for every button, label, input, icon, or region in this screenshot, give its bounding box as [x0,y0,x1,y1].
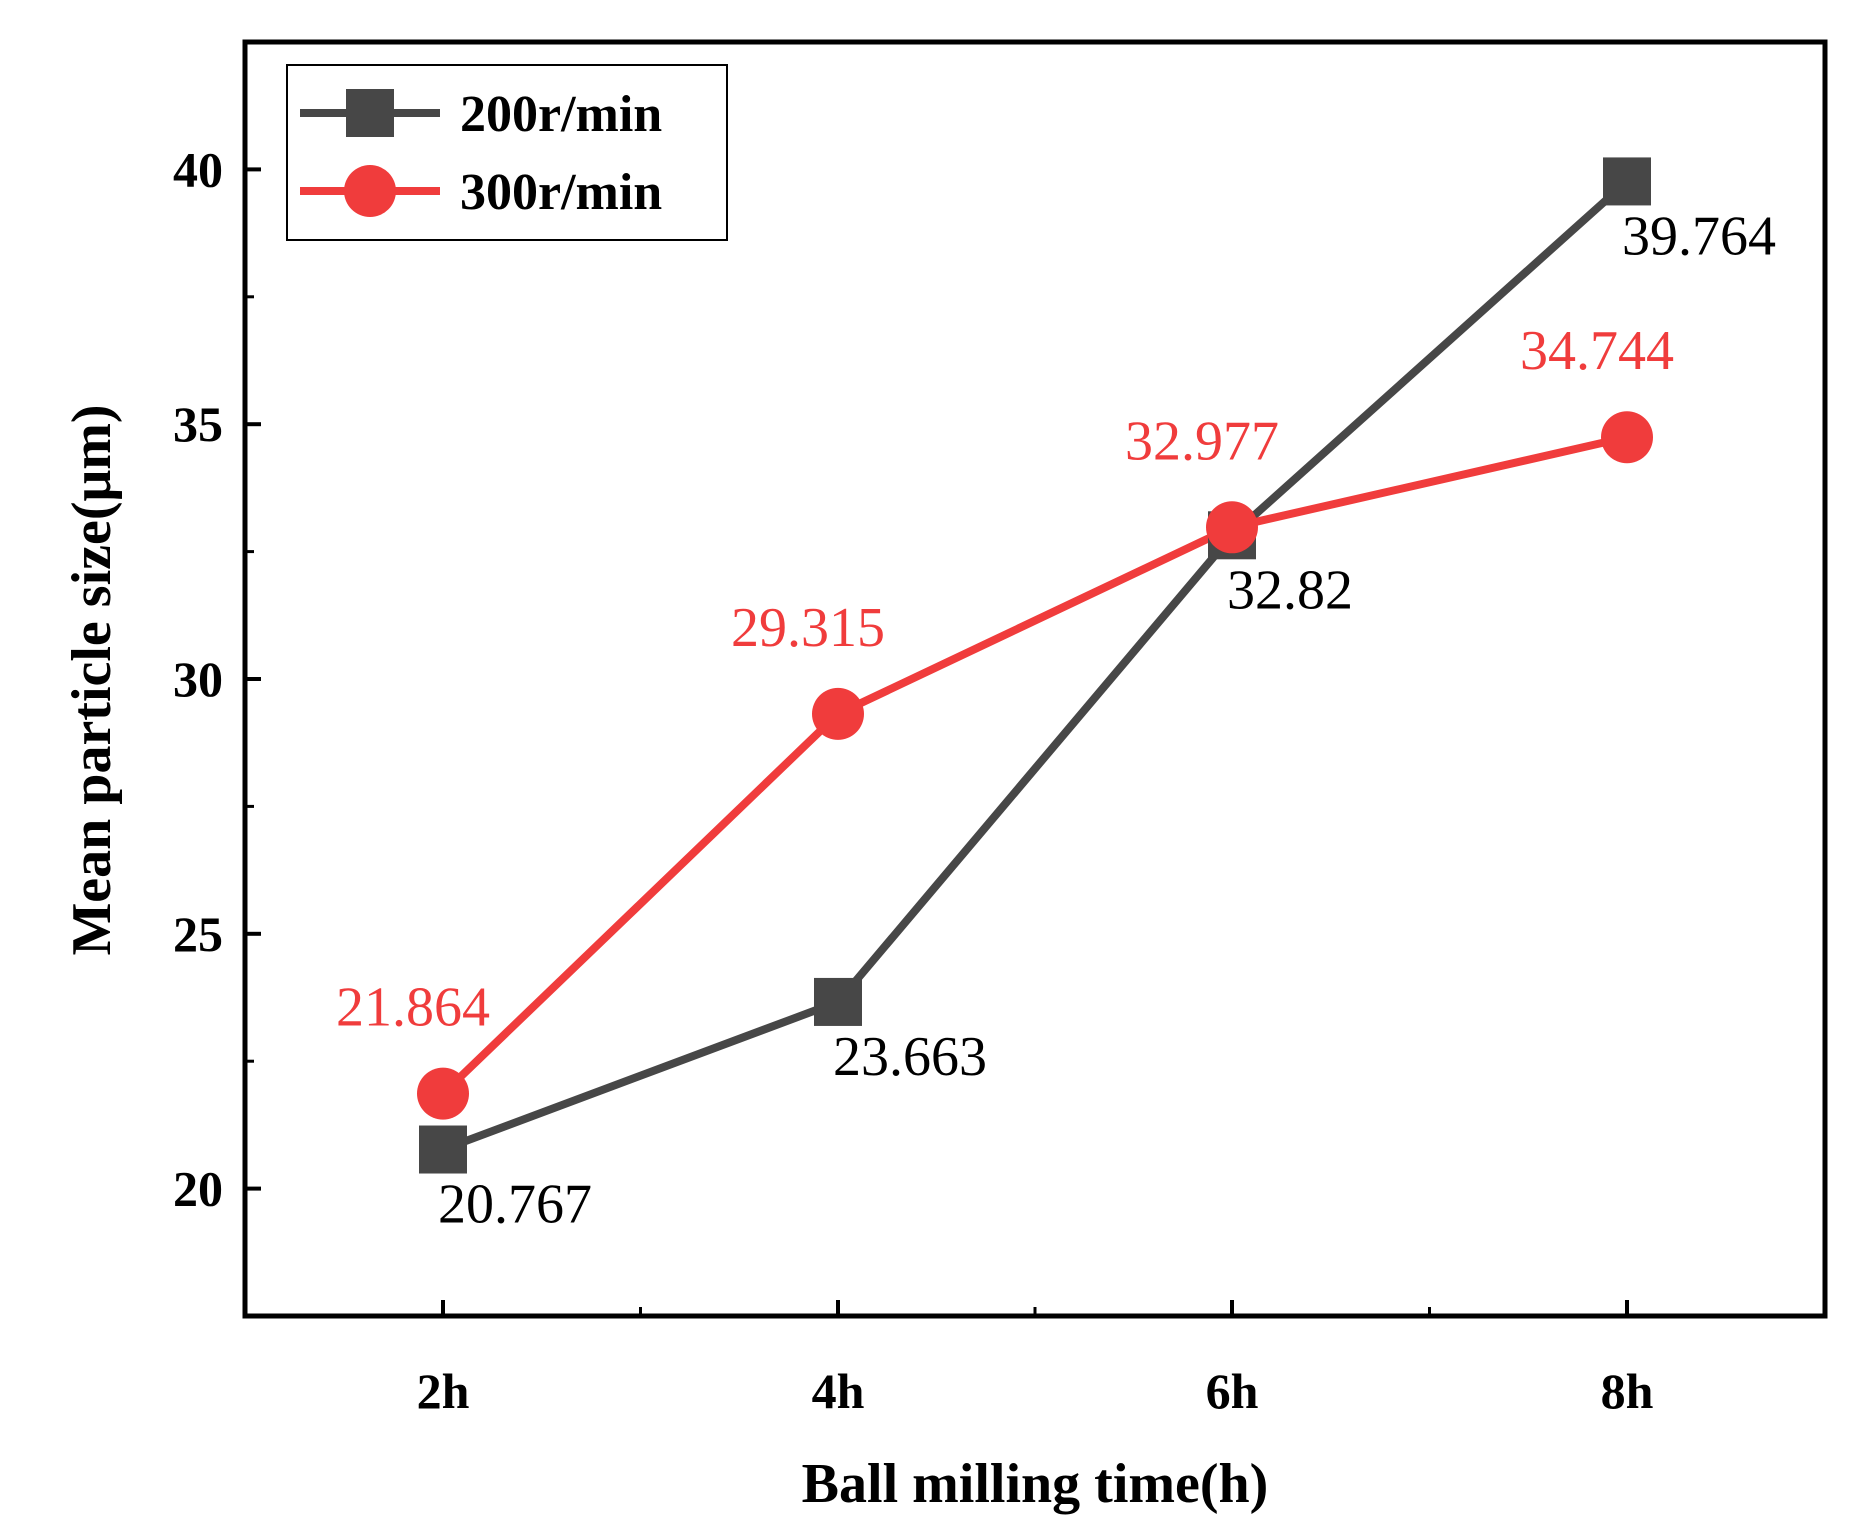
data-label: 32.977 [1125,410,1279,472]
legend-square-marker [346,89,394,137]
legend: 200r/min 300r/min [286,64,728,241]
legend-circle-marker [344,165,396,217]
axes-group: 20 25 30 35 40 2h 4h 6h 8h [173,141,1654,1419]
y-tick-label: 35 [173,396,223,452]
data-label: 34.744 [1520,320,1674,382]
x-tick-label: 4h [812,1363,865,1419]
data-label: 21.864 [336,977,490,1039]
series-line-300r-min [440,433,1628,1097]
data-label: 32.82 [1227,559,1353,621]
x-tick-label: 8h [1601,1363,1654,1419]
legend-label-300: 300r/min [460,164,662,221]
y-tick-label: 20 [173,1161,223,1217]
series-line-200r-min [441,178,1630,1154]
y-axis-title: Mean particle size(μm) [61,404,123,955]
data-point-square [814,977,862,1026]
data-point-square [1603,157,1651,206]
data-labels-group: 20.767 23.663 32.82 39.764 21.864 29.315 32.97… [336,205,1776,1235]
legend-label-200: 200r/min [460,86,662,143]
plot-frame [242,39,1828,1319]
data-label: 23.663 [833,1026,987,1088]
data-point-circle [417,1067,469,1120]
data-point-circle [1601,411,1653,464]
y-tick-label: 25 [173,906,223,962]
data-label: 29.315 [731,597,885,659]
series-group [417,157,1653,1174]
y-tick-label: 40 [173,141,223,197]
data-point-circle [812,687,864,740]
data-label: 20.767 [438,1174,592,1236]
y-tick-label: 30 [173,651,223,707]
x-tick-label: 2h [417,1363,470,1419]
x-axis-title: Ball milling time(h) [802,1453,1269,1515]
data-label: 39.764 [1622,205,1776,267]
data-point-square [419,1125,467,1174]
x-tick-label: 6h [1206,1363,1259,1419]
data-point-circle [1206,501,1258,554]
